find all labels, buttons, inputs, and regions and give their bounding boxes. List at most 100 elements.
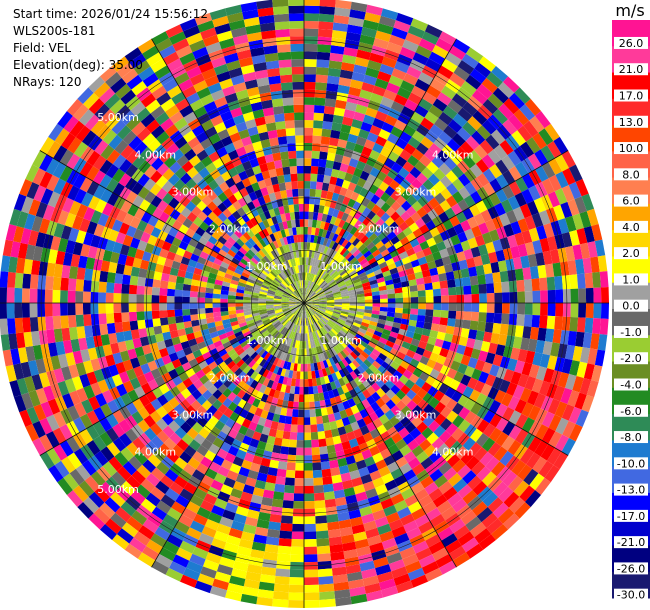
velocity-bin [384,216,395,227]
velocity-bin [428,420,440,433]
velocity-bin [490,129,506,145]
velocity-bin [110,342,120,355]
velocity-bin [523,120,539,138]
velocity-bin [247,359,257,369]
velocity-bin [455,286,464,296]
velocity-bin [272,280,280,287]
velocity-bin [432,281,441,290]
velocity-bin [468,442,482,457]
velocity-bin [52,303,61,317]
velocity-bin [235,309,244,314]
velocity-bin [307,309,311,317]
velocity-bin [304,287,307,296]
velocity-bin [220,337,230,345]
velocity-bin [99,65,117,83]
velocity-bin [289,314,296,322]
velocity-bin [253,534,268,544]
velocity-bin [227,495,241,507]
velocity-bin [390,211,401,222]
velocity-bin [299,317,302,326]
velocity-bin [306,356,311,364]
velocity-bin [60,290,68,303]
velocity-bin [308,281,313,289]
velocity-bin [330,328,338,336]
velocity-bin [304,554,318,563]
velocity-bin [390,235,400,245]
velocity-bin [252,198,261,208]
velocity-bin [349,207,358,218]
velocity-bin [143,371,155,383]
velocity-bin [395,303,404,309]
velocity-bin [276,128,287,138]
velocity-bin [450,360,461,372]
velocity-bin [502,470,518,487]
velocity-bin [597,255,608,272]
velocity-bin [275,214,283,224]
velocity-bin [79,177,93,193]
velocity-bin [129,216,141,229]
velocity-bin [565,374,577,391]
velocity-bin [495,431,509,447]
velocity-bin [124,47,143,63]
velocity-bin [463,285,472,295]
velocity-bin [335,226,343,236]
velocity-bin [468,149,482,164]
velocity-bin [238,170,249,181]
velocity-bin [143,178,156,191]
velocity-bin [565,344,576,361]
velocity-bin [248,404,258,415]
velocity-bin [304,203,310,212]
velocity-bin [123,264,133,276]
velocity-bin [362,432,374,443]
velocity-bin [531,378,544,394]
velocity-bin [160,98,176,112]
velocity-bin [514,192,527,207]
velocity-bin [328,340,336,348]
velocity-bin [121,283,130,294]
velocity-bin [242,9,259,20]
velocity-bin [350,174,360,185]
velocity-bin [315,189,322,198]
velocity-bin [356,365,366,375]
velocity-bin [337,170,347,180]
velocity-bin [251,310,260,315]
velocity-bin [299,272,302,281]
velocity-bin [130,101,146,117]
velocity-bin [306,288,311,297]
velocity-bin [61,456,76,474]
velocity-bin [442,105,458,120]
velocity-bin [527,153,542,170]
velocity-bin [389,249,400,258]
velocity-bin [94,486,110,503]
velocity-bin [241,327,250,335]
velocity-bin [483,409,496,424]
velocity-bin [383,324,393,332]
velocity-bin [339,393,348,403]
velocity-bin [174,475,188,489]
velocity-bin [355,435,367,446]
velocity-bin [239,187,249,198]
velocity-bin [417,410,429,422]
velocity-bin [151,560,169,575]
velocity-bin [274,292,283,296]
velocity-bin [540,145,555,162]
velocity-bin [297,424,304,433]
velocity-bin [304,165,312,174]
velocity-bin [140,211,153,224]
velocity-bin [144,165,157,179]
velocity-bin [331,566,347,576]
velocity-bin [332,482,344,492]
velocity-bin [481,437,496,452]
velocity-bin [433,361,444,373]
velocity-bin [218,181,230,192]
velocity-bin [201,365,212,375]
velocity-bin [164,468,179,482]
velocity-bin [308,211,314,220]
velocity-bin [93,258,103,271]
velocity-bin [200,137,213,150]
velocity-bin [344,391,353,401]
velocity-bin [344,278,353,285]
velocity-bin [118,159,133,174]
velocity-bin [2,239,14,257]
velocity-bin [568,406,582,424]
